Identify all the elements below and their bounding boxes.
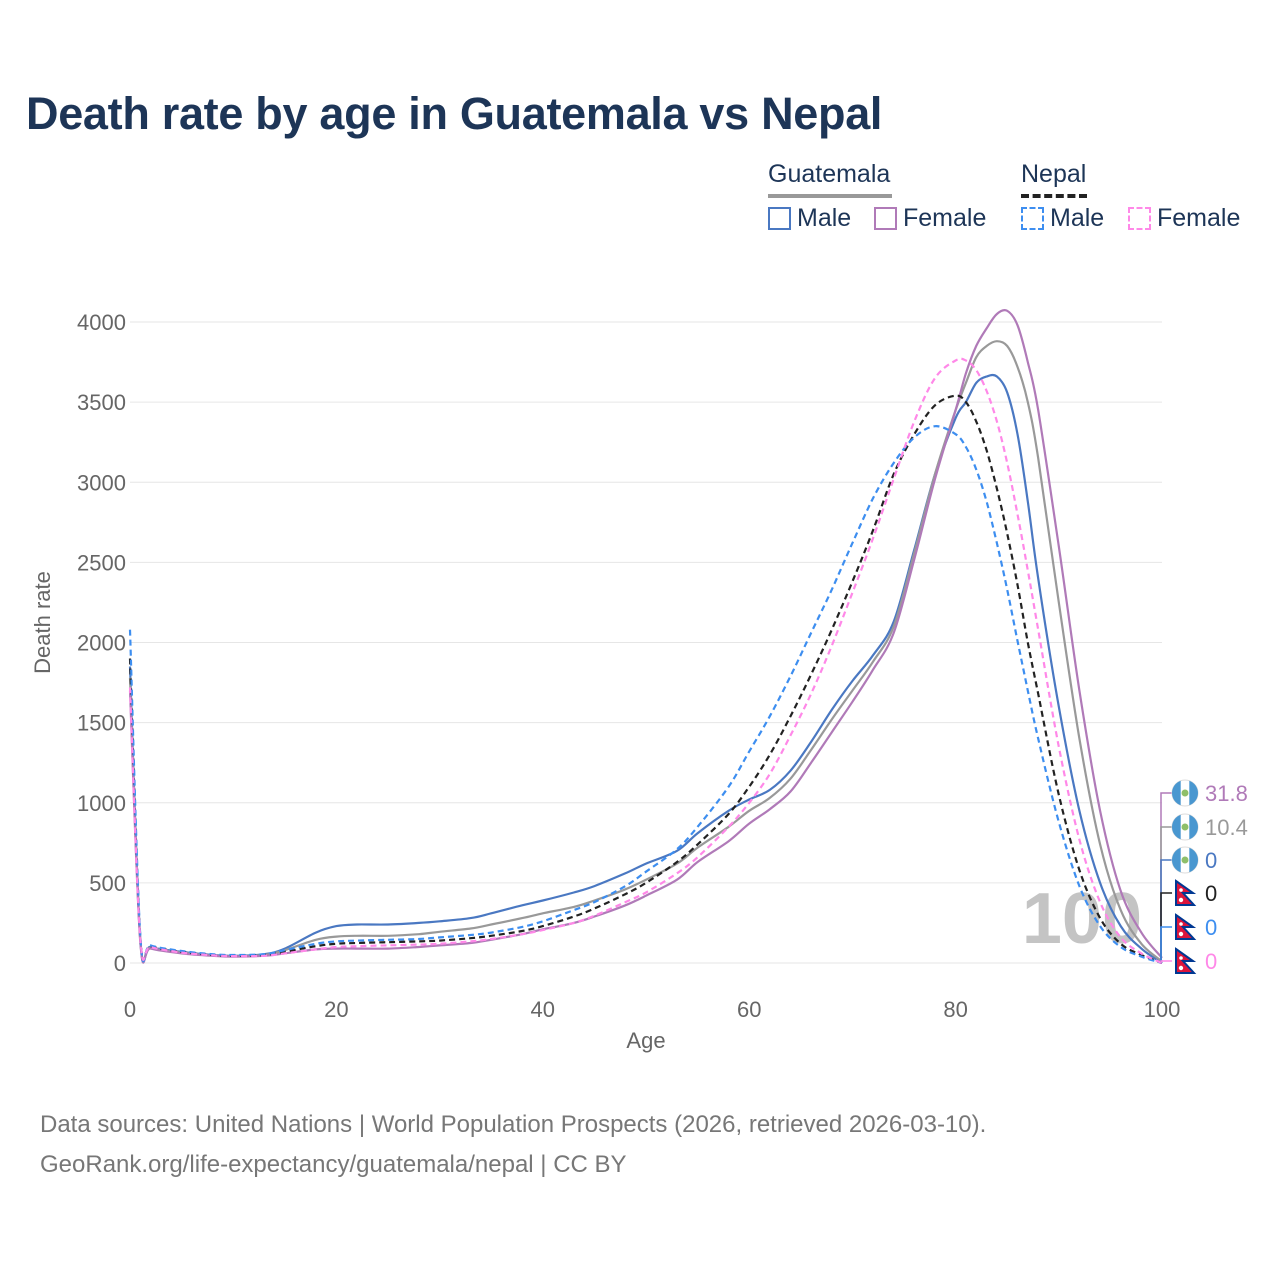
legend-group-guatemala[interactable]: Guatemala: [768, 160, 891, 188]
legend-line-nepal: [1021, 194, 1087, 198]
grid-lines: [130, 321, 1162, 964]
y-tick-label: 2500: [77, 550, 126, 575]
x-axis-title: Age: [626, 1028, 665, 1053]
chart-title: Death rate by age in Guatemala vs Nepal: [26, 88, 883, 139]
series-line-nepal-total[interactable]: [128, 394, 1163, 965]
legend-label-nepal-male: Male: [1050, 204, 1105, 232]
x-tick-label: 100: [1144, 997, 1181, 1022]
legend-item-nepal-male[interactable]: Male: [1021, 204, 1104, 233]
y-axis-ticks: 0 500 1000 1500 2000 2500 3000 3500 4000: [77, 310, 126, 976]
series-line-nepal-male[interactable]: [128, 425, 1163, 965]
x-axis-ticks: 0 20 40 60 80 100: [124, 997, 1180, 1022]
source-link[interactable]: GeoRank.org/life-expectancy/guatemala/ne…: [40, 1151, 627, 1178]
end-labels: 31.8 10.4 0 0 0 0: [1160, 779, 1248, 974]
end-label-value: 10.4: [1205, 815, 1248, 840]
legend-label-nepal-female: Female: [1157, 204, 1241, 232]
legend-swatch-nepal-female: [1128, 207, 1151, 230]
x-tick-label: 60: [737, 997, 761, 1022]
series-line-guatemala-total[interactable]: [128, 340, 1163, 964]
flag-nepal-icon: [1172, 879, 1198, 906]
y-tick-label: 0: [114, 951, 126, 976]
data-source-note: Data sources: United Nations | World Pop…: [40, 1111, 987, 1138]
legend-line-guatemala: [768, 194, 892, 198]
y-tick-label: 1500: [77, 711, 126, 736]
end-label-value: 0: [1205, 915, 1217, 940]
legend-item-guatemala-male[interactable]: Male: [768, 204, 851, 233]
legend-swatch-nepal-male: [1021, 207, 1044, 230]
flag-nepal-icon: [1172, 913, 1198, 940]
legend-group-nepal[interactable]: Nepal: [1021, 160, 1087, 188]
flag-nepal-icon: [1172, 947, 1198, 974]
y-tick-label: 2000: [77, 631, 126, 656]
end-label-value: 31.8: [1205, 781, 1248, 806]
footer: Data sources: United Nations | World Pop…: [40, 1105, 986, 1185]
x-tick-label: 20: [324, 997, 348, 1022]
flag-guatemala-icon: [1171, 779, 1199, 807]
y-tick-label: 3500: [77, 390, 126, 415]
x-tick-label: 80: [943, 997, 967, 1022]
series-line-guatemala-male[interactable]: [128, 373, 1163, 964]
series-line-nepal-female[interactable]: [128, 357, 1163, 965]
end-label-value: 0: [1205, 881, 1217, 906]
y-axis-title: Death rate: [30, 571, 55, 674]
y-tick-label: 1000: [77, 791, 126, 816]
end-label-connector: [1160, 859, 1173, 964]
legend-item-nepal-female[interactable]: Female: [1128, 204, 1240, 233]
flag-guatemala-icon: [1171, 813, 1199, 841]
end-label-value: 0: [1205, 848, 1217, 873]
x-tick-label: 0: [124, 997, 136, 1022]
legend-label-guatemala-female: Female: [903, 204, 987, 232]
end-label-connector: [1160, 960, 1173, 964]
y-tick-label: 4000: [77, 310, 126, 335]
y-tick-label: 3000: [77, 470, 126, 495]
end-label-connector: [1160, 792, 1173, 964]
end-label-connector: [1160, 826, 1173, 964]
x-tick-label: 40: [531, 997, 555, 1022]
legend-swatch-guatemala-male: [768, 207, 791, 230]
end-label-value: 0: [1205, 949, 1217, 974]
legend-item-guatemala-female[interactable]: Female: [874, 204, 986, 233]
flag-guatemala-icon: [1171, 846, 1199, 874]
y-tick-label: 500: [89, 871, 126, 896]
legend-swatch-guatemala-female: [874, 207, 897, 230]
end-label-connector: [1160, 892, 1173, 964]
legend-label-guatemala-male: Male: [797, 204, 852, 232]
series-lines: [128, 308, 1163, 965]
